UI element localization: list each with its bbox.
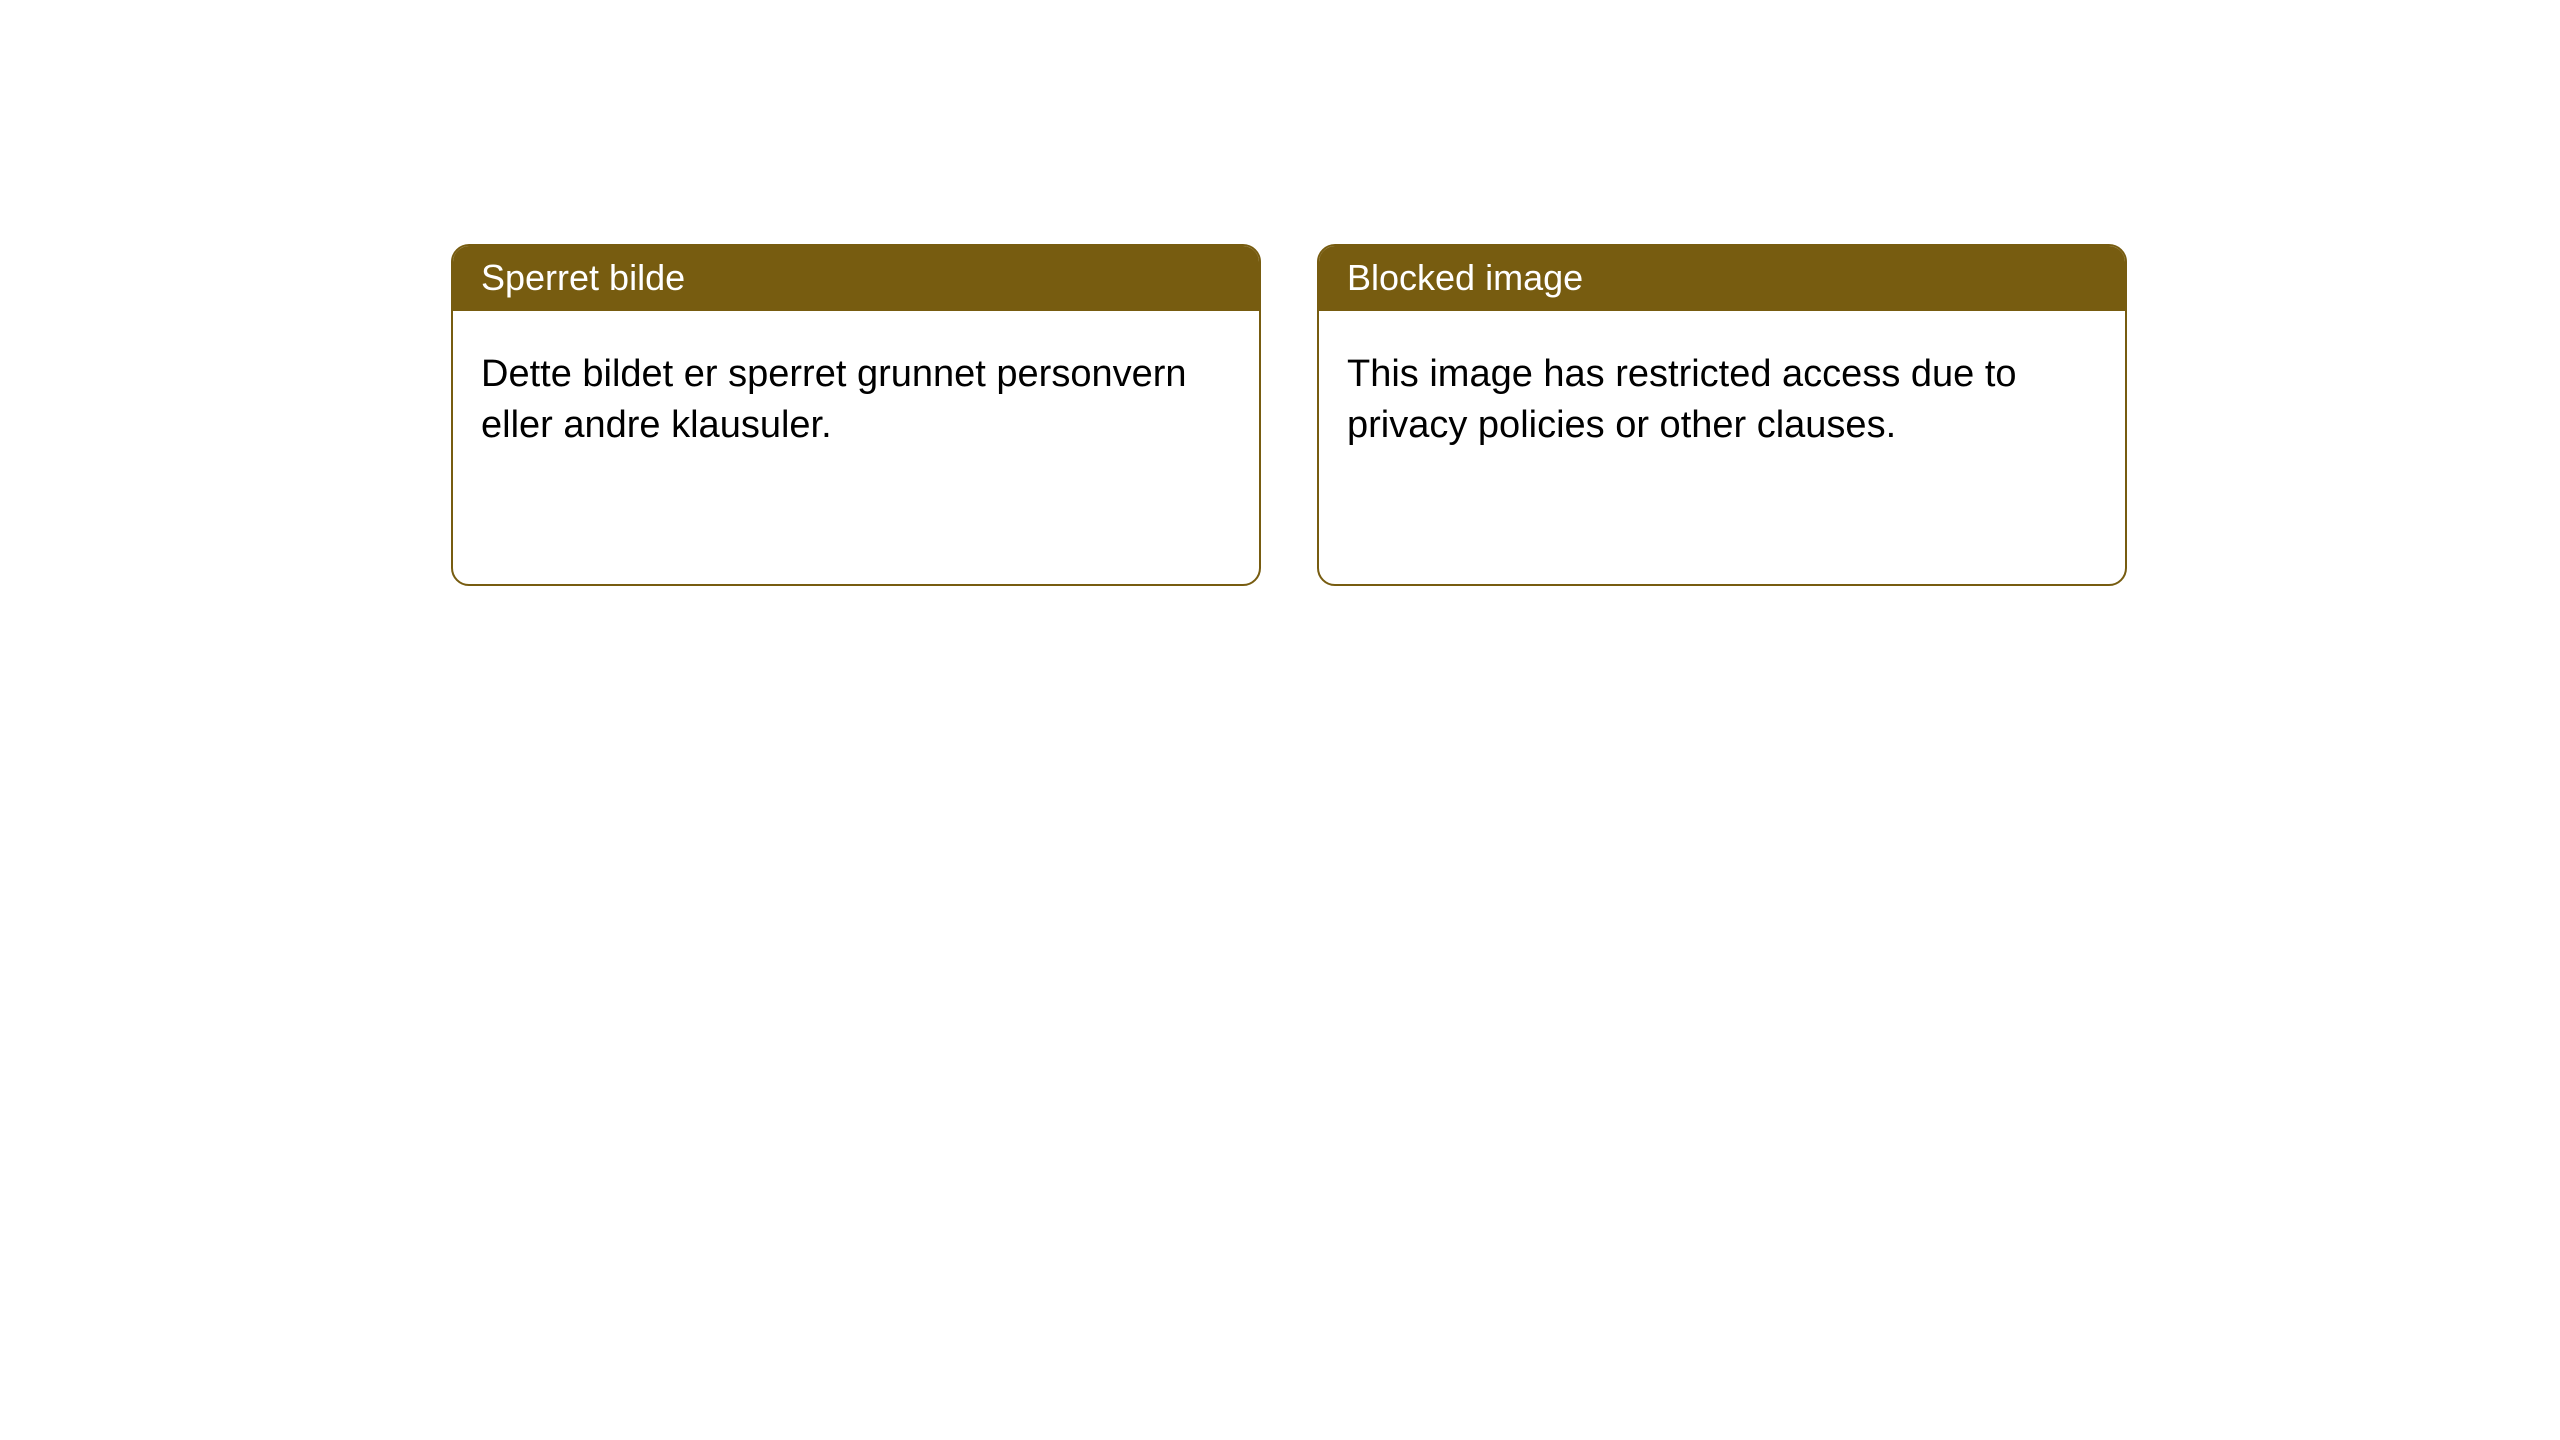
notice-card-english: Blocked image This image has restricted … (1317, 244, 2127, 586)
notice-header: Sperret bilde (453, 246, 1259, 311)
notice-body: Dette bildet er sperret grunnet personve… (453, 311, 1259, 490)
notice-body: This image has restricted access due to … (1319, 311, 2125, 490)
notice-container: Sperret bilde Dette bildet er sperret gr… (0, 0, 2560, 586)
notice-header: Blocked image (1319, 246, 2125, 311)
notice-card-norwegian: Sperret bilde Dette bildet er sperret gr… (451, 244, 1261, 586)
